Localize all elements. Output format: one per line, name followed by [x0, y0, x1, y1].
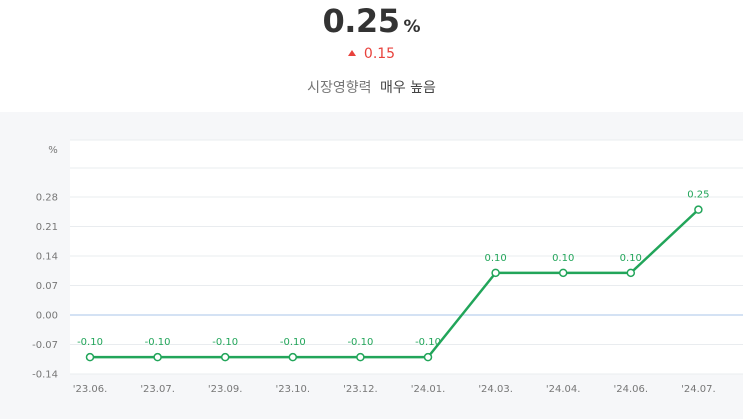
- market-impact-label: 시장영향력: [307, 80, 372, 96]
- data-point: [153, 352, 162, 362]
- data-label: -0.10: [145, 337, 171, 348]
- x-tick-label: '23.07.: [140, 384, 175, 395]
- line-chart: % 0.28 0.21 0.14 0.07 0.00 -0.07 -0.14 '23.06. '2…: [32, 139, 743, 395]
- data-label: 0.10: [620, 253, 642, 264]
- market-impact-level: 매우 높음: [379, 80, 436, 96]
- data-label: -0.10: [347, 337, 373, 348]
- plot-background: [70, 140, 743, 374]
- y-tick-label: 0.28: [36, 193, 58, 204]
- indicator-value: 0.25: [322, 2, 400, 40]
- data-point: [85, 352, 95, 362]
- x-tick-label: '24.07.: [681, 384, 716, 395]
- x-tick-label: '24.03.: [478, 384, 513, 395]
- x-tick-label: '24.01.: [411, 384, 446, 395]
- data-label: -0.10: [212, 337, 238, 348]
- y-tick-label: 0.21: [36, 222, 58, 233]
- data-label: -0.10: [415, 337, 441, 348]
- data-label: 0.10: [484, 253, 506, 264]
- y-tick-label: -0.14: [32, 370, 58, 381]
- data-point: [694, 205, 703, 214]
- x-tick-label: '24.06.: [614, 384, 649, 395]
- x-tick-label: '23.06.: [73, 384, 108, 395]
- y-tick-label: 0.07: [36, 281, 58, 292]
- indicator-value-row: 0.25%: [0, 2, 743, 40]
- y-tick-label: 0.00: [36, 311, 58, 322]
- chart-area: % 0.28 0.21 0.14 0.07 0.00 -0.07 -0.14 '23.06. '2…: [0, 112, 743, 419]
- y-tick-label: -0.07: [32, 340, 58, 351]
- x-tick-label: '24.04.: [546, 384, 581, 395]
- data-label: 0.10: [552, 253, 574, 264]
- data-point: [491, 268, 500, 278]
- indicator-summary: 0.25% 0.15 시장영향력 매우 높음: [0, 0, 743, 110]
- data-label: -0.10: [77, 337, 103, 348]
- data-point: [288, 352, 298, 362]
- data-label: 0.25: [687, 190, 709, 201]
- data-label: -0.10: [280, 337, 306, 348]
- data-point: [423, 352, 433, 362]
- data-point: [356, 352, 365, 362]
- indicator-unit: %: [403, 17, 421, 37]
- series-line: [90, 208, 700, 359]
- indicator-change: 0.15: [0, 46, 743, 62]
- y-tick-label: 0.14: [36, 252, 58, 263]
- data-point: [220, 352, 230, 362]
- x-tick-label: '23.12.: [343, 384, 378, 395]
- data-point: [626, 268, 636, 278]
- market-impact: 시장영향력 매우 높음: [0, 77, 743, 97]
- x-tick-label: '23.10.: [276, 384, 311, 395]
- y-axis-unit: %: [48, 145, 58, 156]
- change-value: 0.15: [363, 46, 396, 62]
- up-arrow-icon: [347, 50, 356, 56]
- data-point: [558, 268, 568, 278]
- x-tick-label: '23.09.: [208, 384, 243, 395]
